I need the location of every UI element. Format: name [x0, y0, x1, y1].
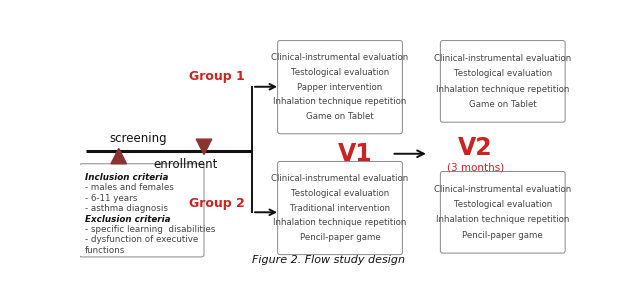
Text: Traditional intervention: Traditional intervention — [290, 203, 390, 213]
Text: Clinical-instrumental evaluation: Clinical-instrumental evaluation — [434, 54, 572, 63]
Text: - 6-11 years: - 6-11 years — [84, 194, 137, 203]
Text: Inclusion criteria: Inclusion criteria — [84, 173, 168, 182]
Text: Papper intervention: Papper intervention — [298, 83, 383, 92]
FancyBboxPatch shape — [278, 41, 403, 134]
Text: - specific learning  disabilities: - specific learning disabilities — [84, 225, 215, 234]
Text: - asthma diagnosis: - asthma diagnosis — [84, 204, 168, 213]
Text: Game on Tablet: Game on Tablet — [306, 112, 374, 121]
FancyBboxPatch shape — [79, 164, 204, 257]
Text: Testological evaluation: Testological evaluation — [454, 69, 552, 78]
Text: Testological evaluation: Testological evaluation — [291, 189, 389, 198]
Text: Clinical-instrumental evaluation: Clinical-instrumental evaluation — [271, 174, 408, 183]
Text: Clinical-instrumental evaluation: Clinical-instrumental evaluation — [434, 185, 572, 194]
Text: Group 2: Group 2 — [189, 196, 244, 210]
Polygon shape — [111, 148, 127, 164]
Text: Testological evaluation: Testological evaluation — [454, 200, 552, 209]
Text: Testological evaluation: Testological evaluation — [291, 68, 389, 77]
Text: Pencil-paper game: Pencil-paper game — [462, 231, 543, 240]
Text: Clinical-instrumental evaluation: Clinical-instrumental evaluation — [271, 53, 408, 62]
Text: V2: V2 — [458, 136, 493, 160]
Text: Inhalation technique repetition: Inhalation technique repetition — [436, 84, 570, 94]
FancyBboxPatch shape — [440, 41, 565, 122]
Text: (3 months): (3 months) — [447, 162, 504, 172]
Polygon shape — [196, 139, 212, 155]
Text: functions: functions — [84, 246, 125, 255]
Text: Inhalation technique repetition: Inhalation technique repetition — [273, 218, 406, 227]
Text: Inhalation technique repetition: Inhalation technique repetition — [436, 215, 570, 225]
Text: Inhalation technique repetition: Inhalation technique repetition — [273, 97, 406, 106]
Text: Figure 2. Flow study design: Figure 2. Flow study design — [252, 255, 404, 265]
Text: - males and females: - males and females — [84, 183, 173, 192]
Text: Group 1: Group 1 — [189, 70, 244, 83]
Text: screening: screening — [109, 132, 167, 144]
FancyBboxPatch shape — [440, 171, 565, 253]
Text: enrollment: enrollment — [154, 159, 218, 171]
Text: - dysfunction of executive: - dysfunction of executive — [84, 235, 198, 244]
Text: V1: V1 — [338, 142, 372, 166]
Text: Pencil-paper game: Pencil-paper game — [300, 233, 380, 242]
FancyBboxPatch shape — [278, 162, 403, 255]
Text: Exclusion criteria: Exclusion criteria — [84, 215, 170, 224]
Text: Game on Tablet: Game on Tablet — [469, 100, 536, 109]
